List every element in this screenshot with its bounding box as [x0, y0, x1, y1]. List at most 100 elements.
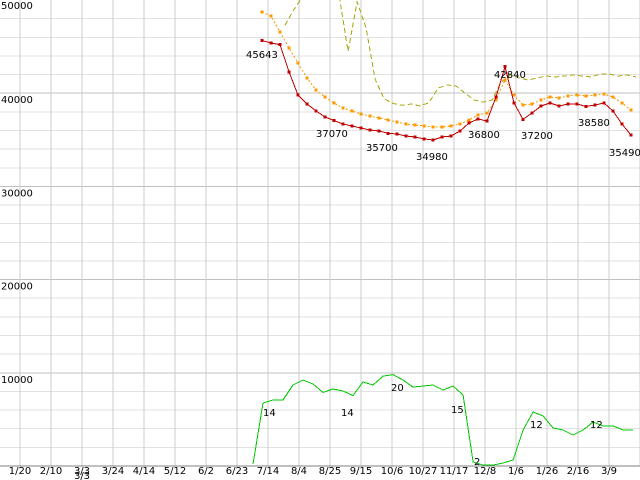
orange-marker-line-marker [494, 98, 498, 102]
red-price-line-marker [593, 103, 597, 107]
red-price-line-marker [350, 124, 354, 128]
y-axis-tick-label: 50000 [1, 1, 33, 12]
x-axis-tick-label: 9/15 [350, 466, 372, 477]
orange-marker-line-marker [620, 101, 624, 105]
red-price-line-marker [611, 109, 615, 113]
x-axis-tick-label: 11/17 [440, 466, 469, 477]
red-price-line-marker [512, 101, 516, 105]
red-price-line-marker [431, 138, 435, 142]
orange-marker-line-marker [287, 46, 291, 50]
red-price-line-marker [332, 119, 336, 123]
red-price-line-marker [575, 102, 579, 106]
y-axis-tick-label: 10000 [1, 375, 33, 386]
orange-marker-line-marker [413, 123, 417, 127]
orange-marker-line-marker [305, 76, 309, 80]
orange-marker-line-marker [566, 94, 570, 98]
orange-marker-line-marker [503, 78, 507, 82]
y-axis-tick-label: 20000 [1, 282, 33, 293]
annotations: 45643 37070 35700 34980 36800 42840 37200 38580… [246, 50, 640, 468]
red-price-line-marker [413, 135, 417, 139]
value-annotation: 37200 [521, 131, 553, 142]
value-annotation: 20 [391, 383, 404, 394]
x-axis-tick-label: 6/2 [198, 466, 214, 477]
red-price-line-marker [485, 119, 489, 123]
red-price-line-marker [404, 134, 408, 138]
red-price-line-marker [548, 101, 552, 105]
red-price-line-marker [458, 129, 462, 133]
red-price-line-marker [566, 102, 570, 106]
orange-marker-line-marker [485, 111, 489, 115]
orange-marker-line-marker [314, 88, 318, 92]
value-annotation: 14 [263, 408, 276, 419]
orange-marker-line-marker [512, 93, 516, 97]
red-price-line-marker [386, 131, 390, 135]
x-axis-tick-label-row2: 3/3 [74, 471, 90, 480]
series-olive-dashed-line [284, 0, 637, 107]
orange-marker-line-marker [323, 95, 327, 99]
x-axis-tick-label: 10/6 [381, 466, 403, 477]
orange-marker-line-marker [593, 93, 597, 97]
red-price-line-marker [557, 104, 561, 108]
value-annotation: 35490 [609, 148, 640, 159]
x-axis-tick-label: 2/16 [567, 466, 589, 477]
red-price-line-marker [602, 101, 606, 105]
x-axis-tick-label: 5/12 [164, 466, 186, 477]
x-axis-tick-label: 2/10 [40, 466, 62, 477]
orange-marker-line-marker [395, 120, 399, 124]
red-price-line-marker [539, 104, 543, 108]
series-red-price-line [260, 39, 633, 142]
x-axis-tick-label: 1/6 [508, 466, 524, 477]
red-price-line-marker [377, 129, 381, 133]
orange-marker-line-marker [386, 118, 390, 122]
orange-marker-line-marker [260, 10, 264, 14]
x-axis-tick-label: 8/25 [319, 466, 341, 477]
red-price-line-marker [494, 95, 498, 99]
red-price-line-marker [503, 65, 507, 69]
orange-marker-line-marker [467, 118, 471, 122]
red-price-line-marker [368, 128, 372, 132]
red-price-line-marker [521, 117, 525, 121]
series-orange-marker-line [260, 10, 633, 129]
orange-marker-line-marker [341, 106, 345, 110]
value-annotation: 12 [530, 420, 543, 431]
orange-marker-line-marker [449, 124, 453, 128]
value-annotation: 37070 [316, 129, 348, 140]
grid-vertical [19, 0, 640, 466]
red-price-line-marker [341, 122, 345, 126]
x-axis-tick-label: 6/23 [226, 466, 248, 477]
x-axis-tick-label: 10/27 [409, 466, 438, 477]
value-annotation: 42840 [494, 70, 526, 81]
red-price-line-marker [314, 109, 318, 113]
value-annotation: 14 [341, 408, 354, 419]
value-annotation: 34980 [416, 152, 448, 163]
orange-marker-line-marker [350, 109, 354, 113]
value-annotation: 2 [474, 457, 480, 468]
series-green-volume-line [252, 374, 634, 466]
red-price-line-marker [269, 41, 273, 45]
orange-marker-line-marker [359, 112, 363, 116]
orange-marker-line-marker [269, 14, 273, 18]
orange-marker-line-marker [368, 114, 372, 118]
red-price-line-marker [620, 122, 624, 126]
value-annotation: 36800 [468, 130, 500, 141]
orange-marker-line-marker [575, 93, 579, 97]
x-axis-tick-label: 8/4 [291, 466, 307, 477]
x-axis-tick-label: 1/20 [9, 466, 31, 477]
red-price-line-marker [260, 39, 264, 43]
x-axis-tick-label: 12/8 [474, 466, 496, 477]
orange-marker-line-marker [584, 94, 588, 98]
orange-marker-line-marker [278, 30, 282, 34]
orange-marker-line-marker [404, 122, 408, 126]
red-price-line-marker [395, 132, 399, 136]
orange-marker-line-marker [539, 98, 543, 102]
red-price-line-marker [278, 43, 282, 47]
red-price-line-marker [476, 117, 480, 121]
orange-marker-line-marker [557, 96, 561, 100]
x-axis-tick-label: 7/14 [257, 466, 279, 477]
red-price-line-marker [422, 137, 426, 141]
orange-marker-line-marker [476, 113, 480, 117]
orange-marker-line-marker [377, 116, 381, 120]
green-volume-line [252, 374, 634, 466]
